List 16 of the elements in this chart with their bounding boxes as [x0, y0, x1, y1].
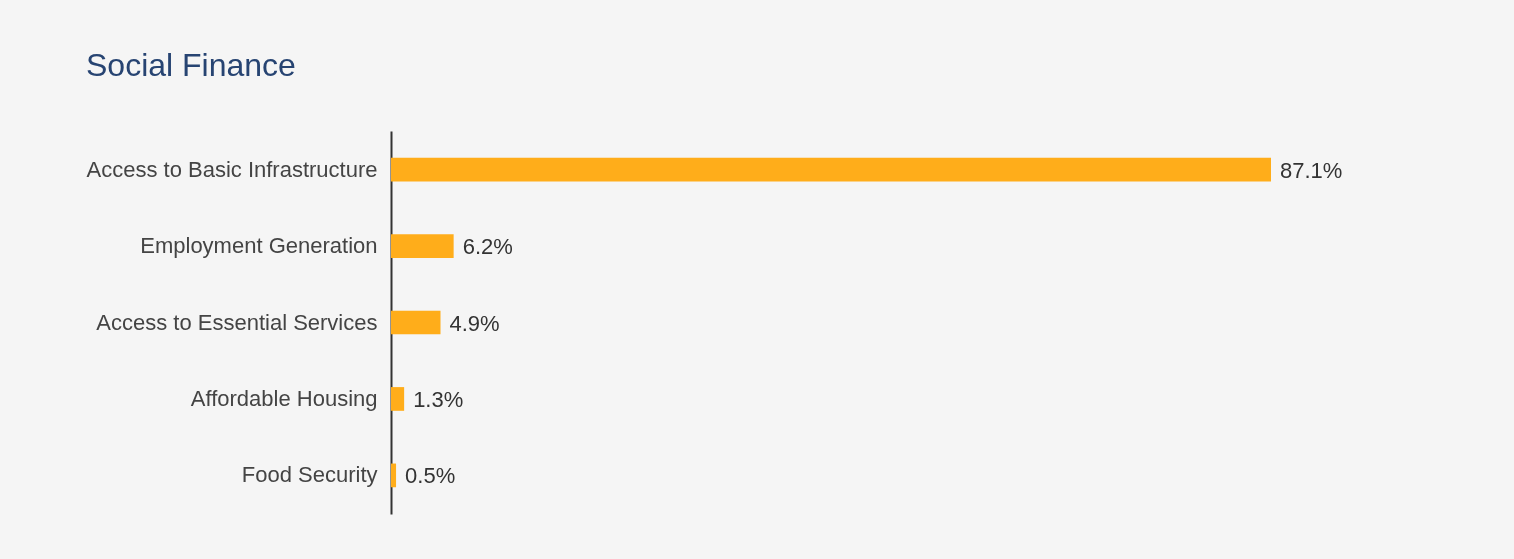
- bar: [391, 234, 454, 258]
- y-tick-label: Employment Generation: [140, 233, 378, 259]
- y-tick-label: Access to Basic Infrastructure: [86, 156, 378, 182]
- data-label: 1.3%: [413, 386, 464, 412]
- y-tick-label: Access to Essential Services: [96, 309, 378, 335]
- data-label: 0.5%: [405, 463, 456, 489]
- bar: [391, 463, 397, 488]
- data-label: 6.2%: [462, 234, 513, 260]
- bar: [391, 387, 405, 411]
- y-tick-label: Food Security: [241, 462, 378, 488]
- bar: [391, 157, 1271, 182]
- bar: [391, 310, 441, 335]
- chart-title: Social Finance: [86, 47, 296, 83]
- data-label: 87.1%: [1280, 157, 1343, 183]
- data-label: 4.9%: [449, 310, 500, 336]
- y-tick-label: Affordable Housing: [190, 385, 378, 411]
